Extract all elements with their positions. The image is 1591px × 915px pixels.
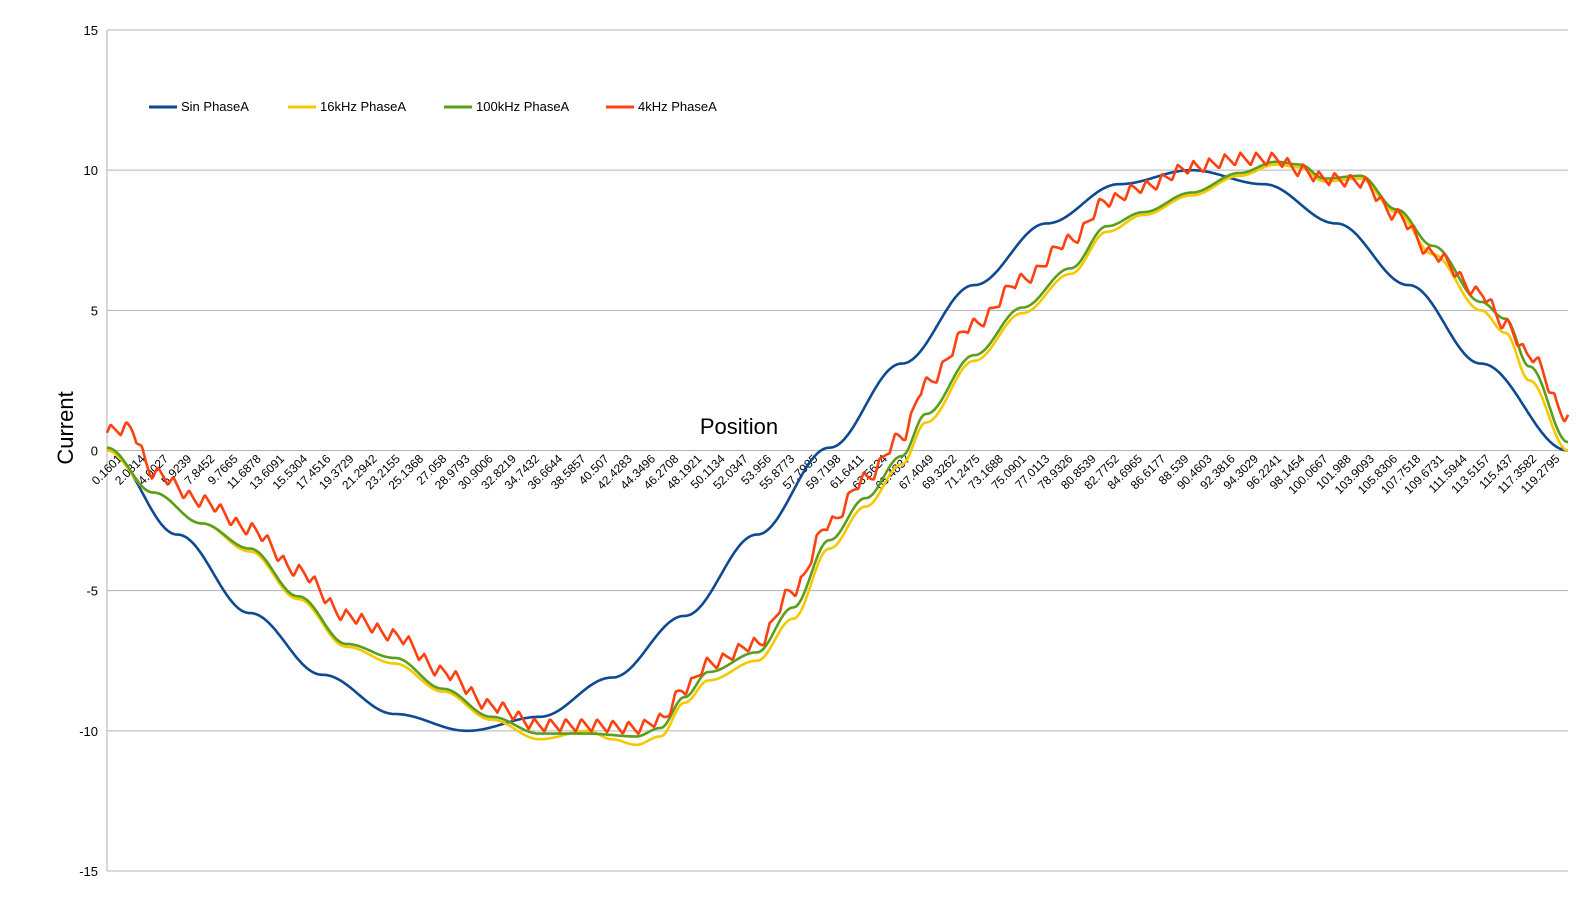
y-axis-ticks: 15 10 5 0 -5 -10 -15 xyxy=(79,23,98,879)
y-tick-label: -5 xyxy=(86,584,98,599)
series-line-0 xyxy=(106,168,1569,733)
y-axis-title: Current xyxy=(53,391,78,464)
series-line-1 xyxy=(106,163,1569,747)
legend-label: 100kHz PhaseA xyxy=(476,99,570,114)
legend-label: 4kHz PhaseA xyxy=(638,99,717,114)
legend: Sin PhaseA 16kHz PhaseA 100kHz PhaseA 4kHz … xyxy=(149,99,717,114)
legend-label: 16kHz PhaseA xyxy=(320,99,406,114)
y-tick-label: 0 xyxy=(91,444,98,459)
y-tick-label: 5 xyxy=(91,303,98,318)
legend-label: Sin PhaseA xyxy=(181,99,249,114)
grid-lines xyxy=(106,29,1568,872)
y-tick-label: 10 xyxy=(84,163,98,178)
series-line-3 xyxy=(105,151,1570,735)
x-axis-title: Position xyxy=(700,414,778,439)
y-tick-label: -10 xyxy=(79,724,98,739)
y-tick-label: 15 xyxy=(84,23,98,38)
x-axis-ticks: 0.16012.08144.00275.92397.84529.766511.6… xyxy=(89,451,1563,497)
y-tick-label: -15 xyxy=(79,864,98,879)
series-line-2 xyxy=(106,160,1569,738)
series-lines xyxy=(105,151,1570,747)
